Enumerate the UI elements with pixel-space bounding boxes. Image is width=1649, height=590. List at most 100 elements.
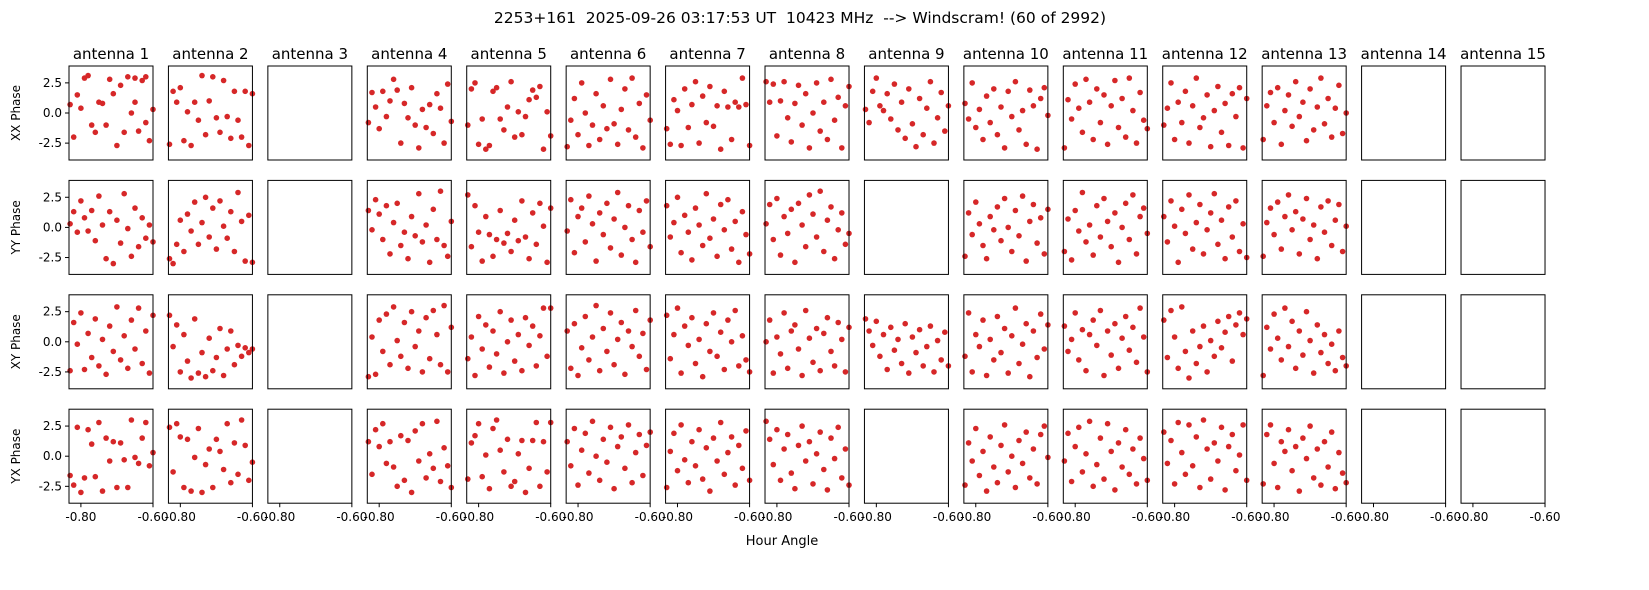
data-point <box>1104 218 1111 225</box>
data-point <box>1229 234 1236 240</box>
data-point <box>70 482 77 488</box>
axes-frame <box>1361 408 1447 504</box>
axes-frame <box>267 179 353 275</box>
data-point <box>1225 443 1232 450</box>
data-point <box>607 76 614 83</box>
data-point <box>522 489 529 496</box>
subplot-yy-antenna-14 <box>1361 179 1447 275</box>
data-point <box>973 425 979 432</box>
data-point <box>824 217 831 223</box>
data-point <box>526 465 532 472</box>
axes-frame <box>665 408 751 504</box>
data-point <box>1027 373 1033 380</box>
data-point <box>1229 358 1236 364</box>
data-point <box>689 314 695 321</box>
data-point <box>927 323 934 329</box>
data-point <box>526 255 532 262</box>
data-point <box>511 358 518 364</box>
data-point <box>636 431 643 438</box>
data-point <box>1307 236 1313 243</box>
data-point <box>173 241 180 248</box>
data-point <box>575 213 581 220</box>
data-point <box>173 420 180 427</box>
data-point <box>365 207 372 214</box>
data-point <box>732 218 738 225</box>
data-point <box>913 349 919 356</box>
data-point <box>622 224 628 231</box>
data-point <box>121 457 127 463</box>
data-point <box>1325 198 1331 204</box>
data-point <box>1215 241 1221 248</box>
data-point <box>1065 96 1071 103</box>
data-point <box>191 99 198 105</box>
data-point <box>475 313 482 320</box>
data-point <box>1016 233 1022 239</box>
x-tick-label: -0.80 <box>65 510 96 524</box>
data-point <box>242 345 248 351</box>
data-point <box>1009 248 1015 255</box>
data-point <box>1267 89 1274 96</box>
data-point <box>1076 105 1082 111</box>
data-point <box>831 255 838 262</box>
data-point <box>795 442 802 449</box>
data-point <box>969 369 975 375</box>
data-point <box>1314 104 1321 110</box>
y-tick-label: 0.0 <box>43 449 62 463</box>
data-point <box>792 485 798 492</box>
data-point <box>416 328 422 334</box>
data-point <box>1325 360 1331 367</box>
data-point <box>475 229 482 235</box>
data-point <box>1179 304 1185 310</box>
data-point <box>593 453 599 460</box>
data-point <box>743 428 749 434</box>
data-point <box>873 318 880 325</box>
data-point <box>511 478 518 485</box>
data-point <box>1229 90 1236 97</box>
data-point <box>74 229 81 235</box>
data-point <box>962 253 968 260</box>
data-point <box>85 228 91 234</box>
data-point <box>405 115 411 121</box>
data-point <box>238 134 245 140</box>
data-point <box>835 227 841 233</box>
subplot-xx-antenna-3: antenna 3 <box>267 45 353 161</box>
data-point <box>1072 81 1078 87</box>
data-point <box>515 451 522 457</box>
data-point <box>582 239 589 245</box>
data-point <box>629 236 635 243</box>
data-point <box>166 255 173 262</box>
data-point <box>596 136 603 143</box>
data-point <box>1179 206 1185 213</box>
x-tick-label: -0.80 <box>662 510 693 524</box>
data-point <box>1318 204 1324 210</box>
data-point <box>774 426 780 433</box>
data-point <box>888 116 894 122</box>
data-point <box>490 328 496 334</box>
data-point <box>1115 440 1122 446</box>
data-point <box>1307 86 1313 92</box>
data-point <box>519 131 525 138</box>
data-point <box>1023 320 1029 327</box>
data-point <box>781 213 787 220</box>
data-point <box>717 419 724 426</box>
row-label-yy: YY Phase <box>9 200 23 255</box>
data-point <box>1264 219 1270 226</box>
data-point <box>618 106 625 113</box>
axes-frame <box>565 294 651 390</box>
data-point <box>1321 331 1328 338</box>
data-point <box>880 107 887 114</box>
data-point <box>983 255 990 262</box>
antenna-title: antenna 14 <box>1361 45 1447 63</box>
data-point <box>508 483 514 490</box>
data-point <box>685 479 692 486</box>
data-point <box>770 461 777 468</box>
data-point <box>692 360 699 367</box>
data-point <box>369 471 375 478</box>
data-point <box>1005 224 1011 231</box>
data-point <box>1115 365 1122 372</box>
x-tick-label: -0.80 <box>761 510 792 524</box>
data-point <box>110 348 117 355</box>
data-point <box>564 328 570 334</box>
axes-frame <box>863 179 949 275</box>
data-point <box>774 334 780 340</box>
